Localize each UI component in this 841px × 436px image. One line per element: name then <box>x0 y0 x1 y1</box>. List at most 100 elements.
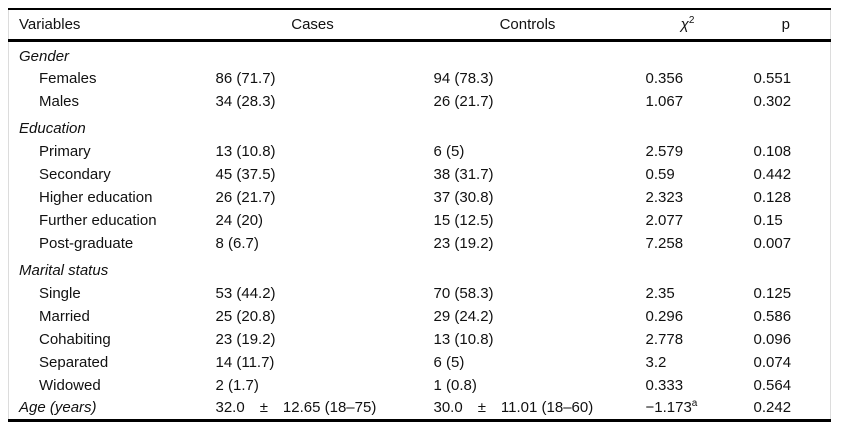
table-row: Secondary 45 (37.5) 38 (31.7) 0.59 0.442 <box>9 163 831 186</box>
cell-cases: 45 (37.5) <box>215 166 276 183</box>
cell-cases: 23 (19.2) <box>215 331 276 348</box>
cell-chi-squared: 2.579 <box>645 143 684 160</box>
cell-controls: 15 (12.5) <box>433 212 494 229</box>
cell-controls <box>422 113 634 140</box>
table-row: Higher education 26 (21.7) 37 (30.8) 2.3… <box>9 186 831 209</box>
table-row: Widowed 2 (1.7) 1 (0.8) 0.333 0.564 <box>9 374 831 397</box>
cell-chi-squared <box>634 113 742 140</box>
table-row: Post-graduate 8 (6.7) 23 (19.2) 7.258 0.… <box>9 232 831 255</box>
cell-p-value: 0.074 <box>753 354 792 371</box>
row-label: Single <box>39 285 81 302</box>
cell-controls: 30.0 ± 11.01 (18–60) <box>433 399 594 417</box>
cell-p-value: 0.007 <box>753 235 792 252</box>
cell-controls: 70 (58.3) <box>433 285 494 302</box>
cell-controls: 94 (78.3) <box>433 70 494 87</box>
cell-controls <box>422 40 634 67</box>
cell-controls: 1 (0.8) <box>433 377 477 394</box>
row-label: Cohabiting <box>39 331 111 348</box>
cell-chi-squared: 0.356 <box>645 70 684 87</box>
cell-cases: 86 (71.7) <box>215 70 276 87</box>
cell-chi-squared <box>634 40 742 67</box>
row-label: Higher education <box>39 189 153 206</box>
cell-controls: 6 (5) <box>433 354 465 371</box>
cell-chi-squared: 0.59 <box>645 166 675 183</box>
table-row: Primary 13 (10.8) 6 (5) 2.579 0.108 <box>9 140 831 163</box>
cell-chi-squared: −1.173a <box>634 397 742 420</box>
col-header-controls: Controls <box>499 15 556 33</box>
cell-p-value: 0.242 <box>753 399 792 417</box>
table-row: Females 86 (71.7) 94 (78.3) 0.356 0.551 <box>9 67 831 90</box>
cell-p-value: 0.564 <box>753 377 792 394</box>
cell-cases: 13 (10.8) <box>215 143 276 160</box>
cell-p-value <box>742 113 831 140</box>
table-row: Males 34 (28.3) 26 (21.7) 1.067 0.302 <box>9 90 831 113</box>
row-label: Widowed <box>39 377 101 394</box>
row-label: Gender <box>19 47 70 65</box>
cell-chi-squared: 7.258 <box>645 235 684 252</box>
chi-exponent: 2 <box>688 14 695 26</box>
cell-p-value: 0.128 <box>753 189 792 206</box>
cell-cases <box>204 113 422 140</box>
cell-controls: 29 (24.2) <box>433 308 494 325</box>
cell-controls: 37 (30.8) <box>433 189 494 206</box>
cell-chi-squared: 1.067 <box>645 93 684 110</box>
cell-p-value <box>742 40 831 67</box>
cell-controls: 23 (19.2) <box>433 235 494 252</box>
cell-cases: 24 (20) <box>215 212 264 229</box>
table-row: Marital status <box>9 255 831 282</box>
cell-chi-squared: 0.296 <box>645 308 684 325</box>
row-label: Education <box>19 120 86 137</box>
row-label: Males <box>39 93 80 110</box>
table-row: Cohabiting 23 (19.2) 13 (10.8) 2.778 0.0… <box>9 328 831 351</box>
col-header-variables: Variables <box>19 15 81 33</box>
results-table-container: Variables Cases Controls χ2 p Gender Fem… <box>8 8 831 422</box>
cell-cases: 53 (44.2) <box>215 285 276 302</box>
chi-squared-value: −1.173 <box>645 399 692 417</box>
header-row: Variables Cases Controls χ2 p <box>8 9 831 40</box>
results-table: Variables Cases Controls χ2 p Gender Fem… <box>8 8 831 422</box>
row-label: Primary <box>39 143 91 160</box>
row-label: Secondary <box>39 166 111 183</box>
cell-cases: 25 (20.8) <box>215 308 276 325</box>
cell-controls: 13 (10.8) <box>433 331 494 348</box>
cell-p-value: 0.586 <box>753 308 792 325</box>
table-row: Separated 14 (11.7) 6 (5) 3.2 0.074 <box>9 351 831 374</box>
col-header-cases: Cases <box>291 15 334 33</box>
cell-cases: 2 (1.7) <box>215 377 259 394</box>
table-row: Age (years) 32.0 ± 12.65 (18–75) 30.0 ± … <box>9 397 831 420</box>
row-label: Separated <box>39 354 109 371</box>
cell-chi-squared <box>634 255 742 282</box>
table-body: Gender Females 86 (71.7) 94 (78.3) 0.356… <box>9 40 831 420</box>
row-label: Females <box>39 70 97 87</box>
cell-chi-squared: 2.35 <box>645 285 675 302</box>
cell-chi-squared: 0.333 <box>645 377 684 394</box>
cell-cases: 8 (6.7) <box>215 235 259 252</box>
table-row: Married 25 (20.8) 29 (24.2) 0.296 0.586 <box>9 305 831 328</box>
cell-cases <box>204 255 422 282</box>
cell-controls: 38 (31.7) <box>433 166 494 183</box>
col-header-chi-squared: χ2 <box>634 9 742 40</box>
cell-p-value: 0.108 <box>753 143 792 160</box>
row-label: Post-graduate <box>39 235 134 252</box>
cell-chi-squared: 2.323 <box>645 189 684 206</box>
cell-p-value <box>742 255 831 282</box>
row-label: Marital status <box>19 262 109 279</box>
cell-p-value: 0.125 <box>753 285 792 302</box>
cell-p-value: 0.302 <box>753 93 792 110</box>
table-row: Gender <box>9 40 831 67</box>
table-row: Single 53 (44.2) 70 (58.3) 2.35 0.125 <box>9 282 831 305</box>
cell-cases <box>204 40 422 67</box>
cell-p-value: 0.15 <box>753 212 783 229</box>
cell-controls: 6 (5) <box>433 143 465 160</box>
table-row: Education <box>9 113 831 140</box>
table-row: Further education 24 (20) 15 (12.5) 2.07… <box>9 209 831 232</box>
cell-cases: 14 (11.7) <box>215 354 275 371</box>
cell-p-value: 0.442 <box>753 166 792 183</box>
footnote-marker: a <box>691 398 698 410</box>
cell-controls <box>422 255 634 282</box>
cell-cases: 26 (21.7) <box>215 189 276 206</box>
row-label: Further education <box>39 212 157 229</box>
cell-controls: 26 (21.7) <box>433 93 494 110</box>
chi-symbol: χ <box>680 15 689 33</box>
row-label: Married <box>39 308 90 325</box>
